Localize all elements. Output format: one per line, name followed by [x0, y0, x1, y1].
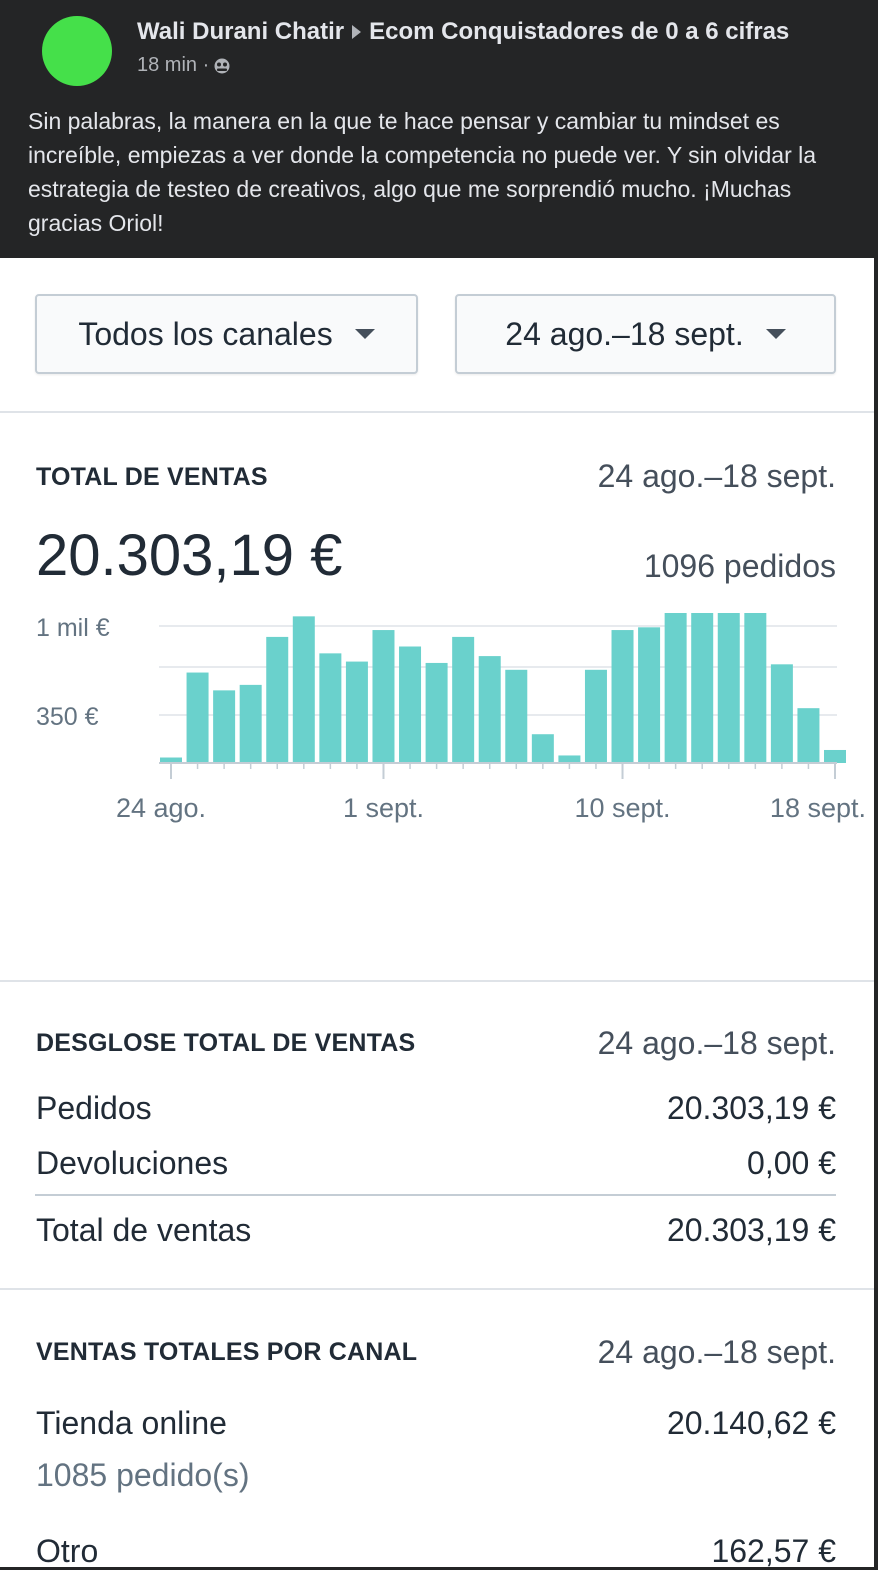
chart-bar	[664, 613, 687, 763]
post-header: Wali Durani Chatir Ecom Conquistadores de…	[0, 0, 878, 258]
channel-name: Tienda online	[36, 1405, 227, 1441]
chart-bar	[478, 656, 501, 763]
channel-value: 162,57 €	[711, 1533, 836, 1569]
by-channel-range: 24 ago.–18 sept.	[597, 1334, 836, 1370]
chart-bar	[266, 636, 289, 763]
chart-bar	[399, 646, 422, 763]
chart-bar	[292, 616, 315, 763]
post-meta: 18 min ·	[137, 54, 231, 77]
breakdown-row-value: 0,00 €	[747, 1145, 836, 1181]
channel-name: Otro	[36, 1533, 99, 1569]
chart-y-tick-label: 350 €	[36, 703, 99, 731]
chart-bar	[717, 613, 740, 763]
chart-bar	[611, 630, 634, 763]
sales-bar-chart: 1,7 mil €1 mil €350 €24 ago.1 sept.10 se…	[36, 613, 866, 823]
chart-bar	[770, 664, 793, 763]
post-author-line: Wali Durani Chatir Ecom Conquistadores de…	[137, 18, 789, 46]
post-time[interactable]: 18 min ·	[137, 54, 210, 76]
chart-bar	[239, 684, 262, 763]
caret-down-icon	[354, 329, 375, 339]
chart-x-tick-label: 10 sept.	[574, 793, 670, 823]
chart-x-tick-label: 24 ago.	[116, 793, 206, 823]
arrow-right-icon	[352, 24, 362, 39]
chart-bar	[345, 661, 368, 763]
breakdown-row-value: 20.303,19 €	[666, 1212, 836, 1248]
chart-bar	[691, 613, 714, 763]
analytics-screenshot: Todos los canales 24 ago.–18 sept. TOTAL…	[0, 258, 878, 1569]
channel-orders: 1085 pedido(s)	[36, 1457, 250, 1493]
group-name[interactable]: Ecom Conquistadores de 0 a 6 cifras	[369, 18, 790, 45]
chart-x-tick-label: 1 sept.	[343, 793, 424, 823]
chart-bar	[213, 690, 236, 763]
chart-bar	[372, 630, 395, 763]
chart-bar	[824, 749, 846, 763]
by-channel-title: VENTAS TOTALES POR CANAL	[36, 1338, 418, 1366]
chart-bar	[425, 662, 448, 763]
chart-bar	[319, 653, 342, 763]
chart-bar	[584, 669, 607, 763]
caret-down-icon	[765, 329, 786, 339]
chart-bar	[186, 672, 209, 763]
channel-filter-label: Todos los canales	[78, 315, 333, 352]
channel-value: 20.140,62 €	[666, 1405, 836, 1441]
total-sales-amount: 20.303,19 €	[36, 523, 343, 588]
divider	[0, 411, 874, 413]
group-privacy-icon	[214, 58, 230, 73]
breakdown-rule	[35, 1194, 836, 1196]
divider	[0, 1288, 874, 1290]
breakdown-row-label: Total de ventas	[36, 1212, 252, 1248]
chart-bar	[638, 627, 661, 763]
total-sales-range: 24 ago.–18 sept.	[597, 458, 836, 494]
chart-bar	[452, 636, 475, 763]
chart-bar	[558, 755, 581, 763]
post-text: Sin palabras, la manera en la que te hac…	[28, 108, 817, 236]
date-range-label: 24 ago.–18 sept.	[505, 315, 744, 352]
total-orders: 1096 pedidos	[643, 548, 836, 584]
author-avatar[interactable]	[42, 16, 112, 86]
total-sales-title: TOTAL DE VENTAS	[36, 463, 268, 491]
breakdown-title: DESGLOSE TOTAL DE VENTAS	[36, 1029, 416, 1057]
author-name[interactable]: Wali Durani Chatir	[137, 18, 345, 45]
chart-bar	[531, 734, 554, 763]
breakdown-row-label: Devoluciones	[36, 1145, 229, 1181]
chart-bar	[744, 613, 767, 763]
divider	[0, 980, 874, 982]
chart-bar	[160, 757, 182, 763]
breakdown-row-value: 20.303,19 €	[666, 1090, 836, 1126]
chart-y-tick-label: 1 mil €	[36, 614, 110, 642]
chart-bar	[505, 669, 528, 763]
chart-x-tick-label: 18 sept.	[770, 793, 866, 823]
channel-filter-dropdown[interactable]: Todos los canales	[35, 294, 418, 374]
breakdown-range: 24 ago.–18 sept.	[597, 1025, 836, 1061]
chart-bar	[797, 708, 820, 763]
date-range-dropdown[interactable]: 24 ago.–18 sept.	[455, 294, 836, 374]
breakdown-row-label: Pedidos	[36, 1090, 152, 1126]
